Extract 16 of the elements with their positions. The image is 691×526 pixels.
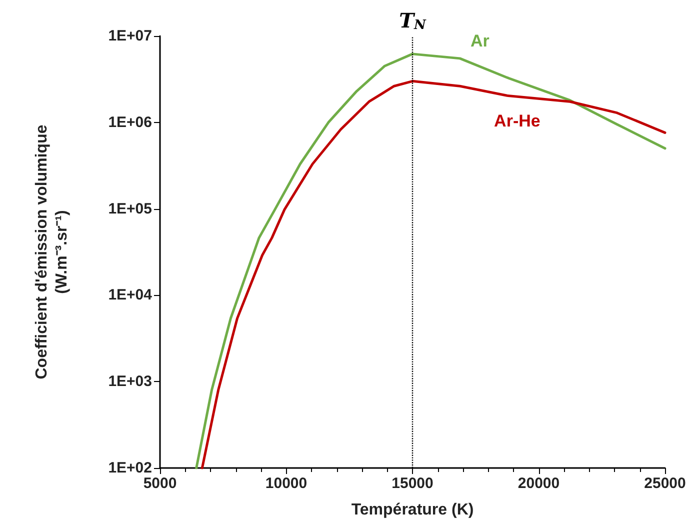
- x-tick-label: 10000: [265, 475, 308, 492]
- y-axis-title: Coefficient d'émission volumique (W.m⁻³.sr⁻¹): [34, 124, 70, 380]
- y-tick-label: 1E+03: [108, 373, 152, 390]
- y-tick-label: 1E+06: [108, 114, 152, 131]
- x-tick-label: 5000: [143, 475, 177, 492]
- ref-line-label: TN: [399, 8, 427, 33]
- y-tick-label: 1E+07: [108, 28, 152, 44]
- y-tick-label: 1E+04: [108, 286, 153, 304]
- y-tick-label: 1E+02: [108, 460, 152, 476]
- x-tick-label: 15000: [392, 475, 434, 492]
- x-axis-title: Température (K): [351, 502, 474, 518]
- series-label: Ar-He: [494, 112, 540, 131]
- series-label: Ar: [470, 31, 490, 50]
- x-tick-label: 25000: [644, 475, 686, 492]
- x-tick-label: 20000: [518, 475, 560, 492]
- y-tick-label: 1E+05: [108, 200, 152, 218]
